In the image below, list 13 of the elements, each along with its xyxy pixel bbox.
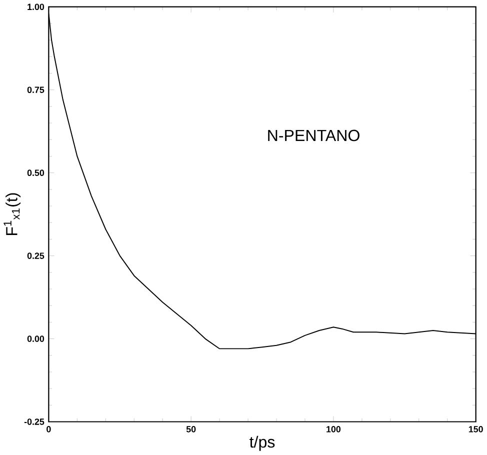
annotation: N-PENTANO: [268, 130, 360, 142]
y-tick-label: 0.50: [27, 170, 44, 176]
y-tick-label: 0.75: [27, 86, 44, 94]
y-tick-label: 1.00: [28, 4, 44, 10]
y-tick-label: 0.00: [27, 336, 44, 342]
x-tick-label: 100: [326, 426, 341, 433]
x-axis-title: t/ps: [250, 436, 275, 452]
y-tick-label: -0.25: [24, 418, 44, 426]
x-tick-label: 0: [46, 426, 51, 433]
y-axis-title: F$^{1}$$_{x1}$(t): [4, 193, 21, 236]
y-tick-label: 0.25: [27, 252, 44, 260]
x-tick-label: 50: [186, 426, 196, 433]
x-tick-label: 150: [468, 426, 483, 433]
